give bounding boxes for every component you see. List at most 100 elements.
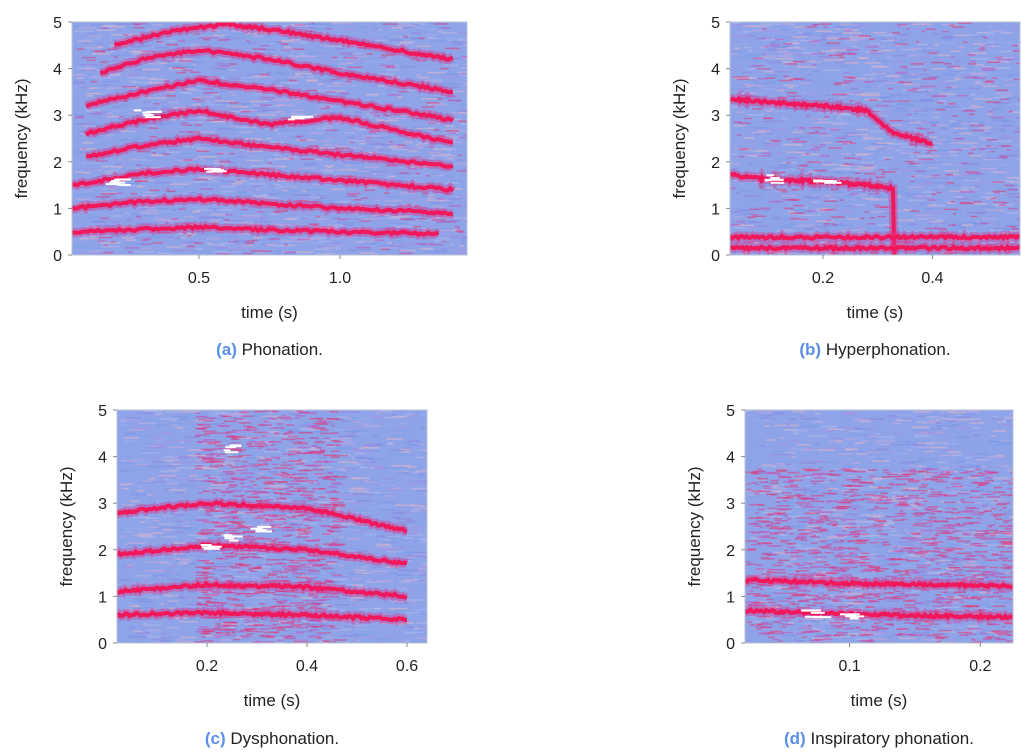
plot-frame: [729, 21, 1021, 256]
y-tick-label: 2: [53, 155, 62, 172]
harmonic-ridge: [117, 541, 408, 566]
y-tick-label: 1: [53, 201, 62, 218]
spectrogram-phonation: 0 1 2 3 4 5 0.5 1.0 time (s) frequency (kHz): [12, 15, 468, 322]
x-tick-label: 0.4: [921, 270, 943, 287]
energy-hotspot: [212, 168, 224, 171]
harmonic-ridge: [730, 233, 1020, 242]
y-tick-label: 4: [726, 450, 735, 467]
y-tick-label: 5: [726, 403, 735, 420]
energy-hotspot: [200, 543, 212, 546]
energy-hotspot: [208, 170, 227, 173]
energy-hotspot: [290, 117, 305, 120]
y-tick-label: 5: [98, 403, 107, 420]
harmonic-ridge: [85, 135, 454, 169]
harmonic-ridge: [745, 577, 1013, 590]
x-tick-label: 0.2: [812, 270, 834, 287]
y-axis-label: frequency (kHz): [685, 467, 704, 587]
spectrogram-image: [117, 410, 427, 643]
y-tick-label: 4: [711, 62, 720, 79]
y-tick-label: 3: [711, 108, 720, 125]
energy-hotspot: [203, 547, 220, 550]
x-tick-label: 1.0: [329, 270, 351, 287]
plot-frame: [116, 409, 428, 644]
harmonic-ridge: [72, 195, 454, 217]
harmonic-ridge: [117, 500, 408, 534]
y-tick-label: 4: [98, 450, 107, 467]
energy-hotspot: [255, 530, 273, 533]
x-axis-label: time (s): [847, 303, 904, 322]
harmonic-ridge: [85, 77, 454, 123]
caption-tag: (b): [799, 340, 822, 359]
caption-tag: (a): [216, 340, 237, 359]
y-tick-label: 1: [711, 201, 720, 218]
caption-text: Dysphonation.: [230, 729, 340, 748]
energy-hotspot: [224, 451, 239, 454]
y-tick-label: 1: [726, 589, 735, 606]
spectrogram-image: [72, 22, 467, 255]
energy-hotspot: [146, 110, 162, 113]
energy-hotspot: [204, 167, 217, 170]
spectrogram-dysphonation: 0 1 2 3 4 5 0.2 0.4 0.6 time (s) frequency (kHz): [57, 403, 428, 710]
x-tick-label: 0.5: [188, 270, 210, 287]
y-tick-label: 0: [711, 248, 720, 265]
y-tick-label: 0: [726, 636, 735, 653]
energy-hotspot: [764, 179, 771, 182]
x-axis-label: time (s): [851, 691, 908, 710]
energy-hotspot: [299, 115, 314, 118]
y-axis-label: frequency (kHz): [12, 79, 31, 199]
plot-frame: [71, 21, 468, 256]
caption-tag: (c): [204, 729, 226, 748]
y-tick-label: 2: [711, 155, 720, 172]
energy-hotspot: [770, 177, 781, 180]
spectrogram-image: [730, 22, 1020, 255]
energy-hotspot: [813, 179, 823, 182]
energy-hotspot: [804, 615, 822, 618]
y-axis-label: frequency (kHz): [670, 79, 689, 199]
energy-hotspot: [223, 534, 233, 537]
energy-hotspot: [770, 181, 785, 184]
x-tick-label: 0.6: [396, 658, 418, 675]
harmonic-ridge: [72, 223, 440, 238]
x-axis-label: time (s): [241, 303, 298, 322]
harmonic-ridge: [117, 608, 408, 623]
x-axis-label: time (s): [244, 691, 301, 710]
plot-frame: [744, 409, 1014, 644]
energy-hotspot: [291, 115, 302, 118]
x-tick-label: 0.2: [196, 658, 218, 675]
energy-hotspot: [109, 181, 126, 184]
harmonic-ridge: [117, 580, 408, 600]
energy-hotspot: [766, 174, 774, 177]
energy-hotspot: [229, 539, 239, 542]
energy-hotspot: [800, 609, 815, 612]
energy-hotspot: [210, 545, 222, 548]
y-tick-label: 0: [98, 636, 107, 653]
y-tick-label: 3: [53, 108, 62, 125]
x-tick-label: 0.2: [969, 658, 991, 675]
caption-text: Inspiratory phonation.: [810, 729, 974, 748]
y-tick-label: 4: [53, 62, 62, 79]
energy-hotspot: [234, 535, 243, 538]
y-tick-label: 5: [53, 15, 62, 32]
y-tick-label: 2: [726, 543, 735, 560]
harmonic-ridge: [745, 606, 1013, 622]
y-tick-label: 2: [98, 543, 107, 560]
harmonic-ridge: [114, 22, 454, 62]
caption-d: (d) Inspiratory phonation.: [745, 729, 1013, 749]
energy-hotspot: [144, 116, 161, 119]
harmonic-ridge: [99, 47, 454, 95]
energy-hotspot: [110, 179, 120, 182]
energy-hotspot: [850, 616, 859, 619]
spectrogram-inspiratory-phonation: 0 1 2 3 4 5 0.1 0.2 time (s) frequency (kHz): [685, 403, 1014, 710]
energy-hotspot: [764, 178, 784, 181]
x-tick-label: 0.1: [838, 658, 860, 675]
harmonic-ridge: [72, 166, 455, 193]
y-tick-label: 3: [98, 496, 107, 513]
energy-hotspot: [223, 449, 231, 452]
energy-hotspot: [844, 614, 857, 617]
energy-hotspot: [133, 109, 142, 112]
y-tick-label: 5: [711, 15, 720, 32]
caption-tag: (d): [784, 729, 806, 748]
energy-hotspot: [105, 183, 122, 186]
spectrogram-hyperphonation: 0 1 2 3 4 5 0.2 0.4 time (s) frequency (kHz): [670, 15, 1021, 322]
energy-hotspot: [849, 617, 859, 620]
